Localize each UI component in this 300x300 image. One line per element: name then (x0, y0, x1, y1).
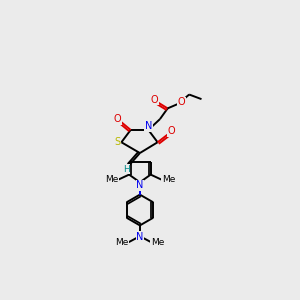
Text: O: O (178, 97, 185, 107)
Text: O: O (151, 95, 158, 105)
Text: Me: Me (116, 238, 129, 247)
Text: S: S (115, 137, 121, 147)
Text: H: H (123, 165, 129, 174)
Text: N: N (136, 180, 144, 190)
Text: N: N (145, 121, 152, 131)
Text: Me: Me (151, 238, 164, 247)
Text: O: O (114, 114, 122, 124)
Text: N: N (136, 232, 144, 242)
Text: O: O (168, 127, 175, 136)
Text: Me: Me (105, 176, 118, 184)
Text: Me: Me (162, 176, 175, 184)
